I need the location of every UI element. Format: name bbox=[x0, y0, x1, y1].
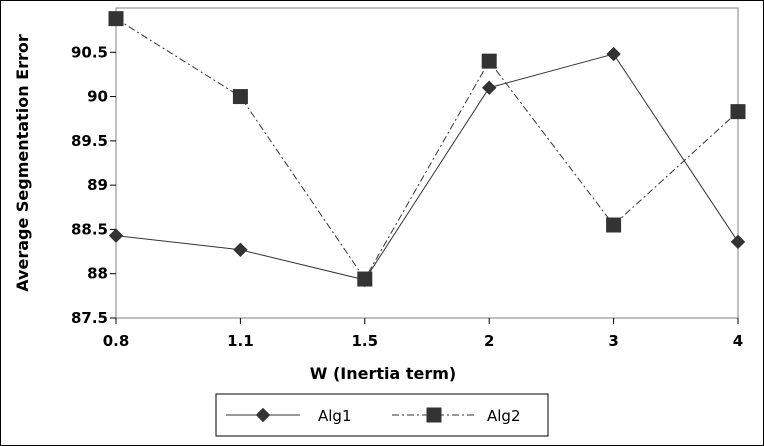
y-tick-label: 87.5 bbox=[71, 309, 108, 327]
legend-label-alg1: Alg1 bbox=[318, 407, 352, 425]
data-point-alg1 bbox=[233, 242, 248, 258]
data-point-alg1 bbox=[481, 80, 497, 95]
x-tick-label: 2 bbox=[484, 332, 494, 350]
legend-marker-alg2 bbox=[426, 407, 442, 423]
y-tick-label: 88.5 bbox=[71, 220, 108, 238]
y-axis: 87.5 88 88.5 89 89.5 90 90.5 bbox=[71, 43, 116, 327]
x-tick-label: 4 bbox=[733, 332, 743, 350]
x-axis: 0.8 1.1 1.5 2 3 4 bbox=[103, 318, 743, 350]
x-tick-label: 3 bbox=[608, 332, 618, 350]
data-point-alg1 bbox=[730, 234, 746, 250]
y-tick-label: 89.5 bbox=[71, 132, 108, 150]
data-point-alg1 bbox=[108, 228, 124, 243]
data-point-alg2 bbox=[481, 53, 497, 69]
y-tick-label: 90.5 bbox=[71, 43, 108, 61]
series-line-alg1 bbox=[115, 53, 739, 281]
series-layer bbox=[108, 11, 746, 288]
legend-marker-alg1 bbox=[255, 407, 271, 423]
data-point-alg2 bbox=[730, 104, 746, 120]
data-point-alg2 bbox=[108, 11, 124, 27]
plot-area bbox=[115, 7, 739, 319]
x-tick-label: 1.5 bbox=[352, 332, 379, 350]
x-axis-title: W (Inertia term) bbox=[310, 364, 457, 383]
data-point-alg1 bbox=[606, 46, 621, 62]
legend-label-alg2: Alg2 bbox=[487, 407, 521, 425]
y-axis-title: Average Segmentation Error bbox=[13, 34, 32, 292]
legend: Alg1 Alg2 bbox=[215, 393, 549, 437]
y-tick-label: 89 bbox=[87, 176, 108, 194]
x-tick-label: 1.1 bbox=[227, 332, 254, 350]
data-point-alg2 bbox=[357, 271, 373, 287]
y-tick-label: 88 bbox=[87, 265, 108, 283]
y-tick-label: 90 bbox=[87, 88, 108, 106]
data-point-alg2 bbox=[232, 89, 248, 105]
series-line-alg2 bbox=[115, 18, 739, 280]
x-tick-label: 0.8 bbox=[103, 332, 130, 350]
data-point-alg2 bbox=[606, 217, 622, 233]
